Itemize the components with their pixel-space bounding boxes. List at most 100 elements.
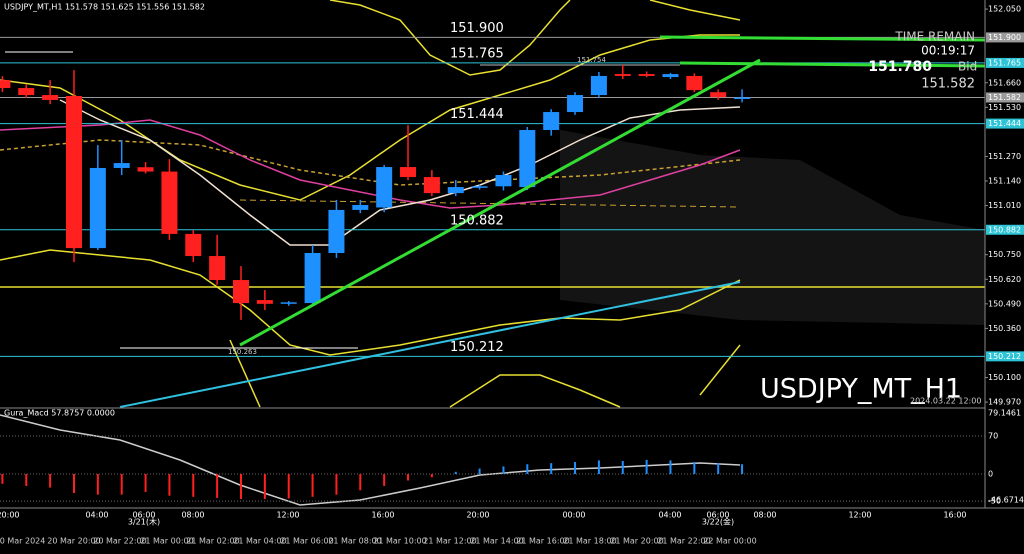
macd-bar	[717, 463, 720, 475]
date-label: 22 Mar 00:00	[703, 537, 756, 546]
macd-bar	[502, 466, 505, 475]
x-tick-label: 08:00	[753, 511, 776, 520]
macd-bar	[526, 464, 529, 475]
candle-body	[161, 171, 178, 234]
y-tick-label: 70	[988, 431, 998, 440]
macd-bar	[645, 459, 648, 475]
candle-body	[304, 253, 321, 304]
candle-body	[495, 174, 512, 187]
level-tag	[986, 32, 1024, 43]
date-label: 21 Mar 14:00	[470, 537, 523, 546]
y-tick-label: -50	[988, 497, 1001, 506]
macd-bar	[383, 474, 386, 486]
y-tick-label: 150.360	[988, 324, 1021, 333]
band-outer	[699, 344, 741, 396]
y-tick-label: 0	[988, 470, 993, 479]
macd-bar	[168, 474, 171, 496]
x-tick-label: 16:00	[943, 511, 966, 520]
y-tick-label: 150.100	[988, 373, 1021, 382]
band-outer	[229, 339, 261, 408]
macd-bar	[311, 474, 314, 497]
candles	[0, 64, 751, 320]
candle-body	[18, 88, 35, 96]
trendline	[679, 61, 986, 68]
candle-body	[519, 129, 536, 188]
trendline	[239, 58, 761, 347]
candle-body	[0, 80, 11, 89]
level-label: 150.212	[450, 340, 504, 355]
macd-bar	[478, 468, 481, 475]
y-tick-label: 150.750	[988, 250, 1021, 259]
candle-body	[209, 256, 226, 281]
candle-body	[89, 167, 106, 249]
bid: 151.582	[921, 77, 975, 92]
macd-bar	[454, 471, 457, 475]
candle-body	[638, 74, 655, 76]
x-tick-label: 06:00	[706, 511, 729, 520]
macd-bar	[550, 463, 553, 475]
trendline	[119, 281, 741, 408]
band-lower	[0, 249, 741, 356]
candle-body	[543, 112, 560, 130]
candle-body	[280, 302, 297, 304]
macd-bar	[669, 460, 672, 475]
date-label: 21 Mar 20:00	[610, 537, 663, 546]
y-tick-label: 149.970	[988, 398, 1021, 407]
level-tag	[986, 92, 1024, 103]
level-tag-label: 151.444	[988, 119, 1021, 128]
macd-max: 79.1461	[988, 409, 1021, 418]
x-tick-label: 16:00	[371, 511, 394, 520]
macd-bar	[144, 474, 147, 492]
candle-body	[710, 92, 727, 98]
candle-body	[65, 95, 82, 249]
macd-bar	[430, 474, 433, 478]
marked-price: 151.754	[577, 56, 606, 64]
x-tick-label: 06:00	[132, 511, 155, 520]
band-outer	[329, 0, 571, 76]
date-label: 21 Mar 06:00	[280, 537, 333, 546]
macd-bar	[72, 474, 75, 494]
candle-body	[423, 177, 440, 194]
date-label: 21 Mar 10:00	[373, 537, 426, 546]
candle-body	[113, 163, 130, 168]
macd-bar	[25, 474, 28, 486]
date-label: 21 Mar 22:00	[657, 537, 710, 546]
candle-body	[352, 205, 369, 210]
x-tick-label: 04:00	[658, 511, 681, 520]
candle-body	[185, 233, 202, 257]
macd-signal	[0, 414, 741, 506]
candle-body	[734, 97, 751, 99]
candle-body	[256, 300, 273, 304]
macd-bar	[120, 474, 123, 495]
level-tag	[986, 57, 1024, 68]
x-tick-label: 04:00	[85, 511, 108, 520]
macd-bar	[741, 464, 744, 475]
candle-body	[233, 280, 249, 304]
x-tick-label: 20:00	[466, 511, 489, 520]
level-label: 150.882	[450, 213, 504, 228]
macd-bar	[359, 474, 362, 491]
y-tick-label: 151.010	[988, 201, 1021, 210]
date-label: 21 Mar 02:00	[186, 537, 239, 546]
macd-bar	[49, 474, 52, 488]
macd-bar	[263, 474, 266, 499]
y-tick-label: 151.140	[988, 177, 1021, 186]
trendlines	[239, 35, 986, 347]
date-label: 21 Mar 12:00	[423, 537, 476, 546]
ma-dashed	[0, 139, 741, 186]
ma-magenta	[0, 119, 741, 209]
macd-bar	[335, 474, 338, 495]
time-remain-label: TIME REMAIN	[894, 30, 975, 44]
level-label: 151.765	[450, 46, 504, 61]
macd-bar	[597, 460, 600, 475]
x-tick-label: 12:00	[848, 511, 871, 520]
candle-body	[614, 74, 631, 76]
macd-bar	[240, 474, 242, 499]
level-tag	[986, 224, 1024, 235]
ma-white	[59, 99, 741, 246]
level-label: 151.900	[450, 21, 504, 36]
band-outer	[449, 374, 621, 408]
ma-dashed	[239, 199, 741, 208]
y-tick-label: 150.490	[988, 299, 1021, 308]
